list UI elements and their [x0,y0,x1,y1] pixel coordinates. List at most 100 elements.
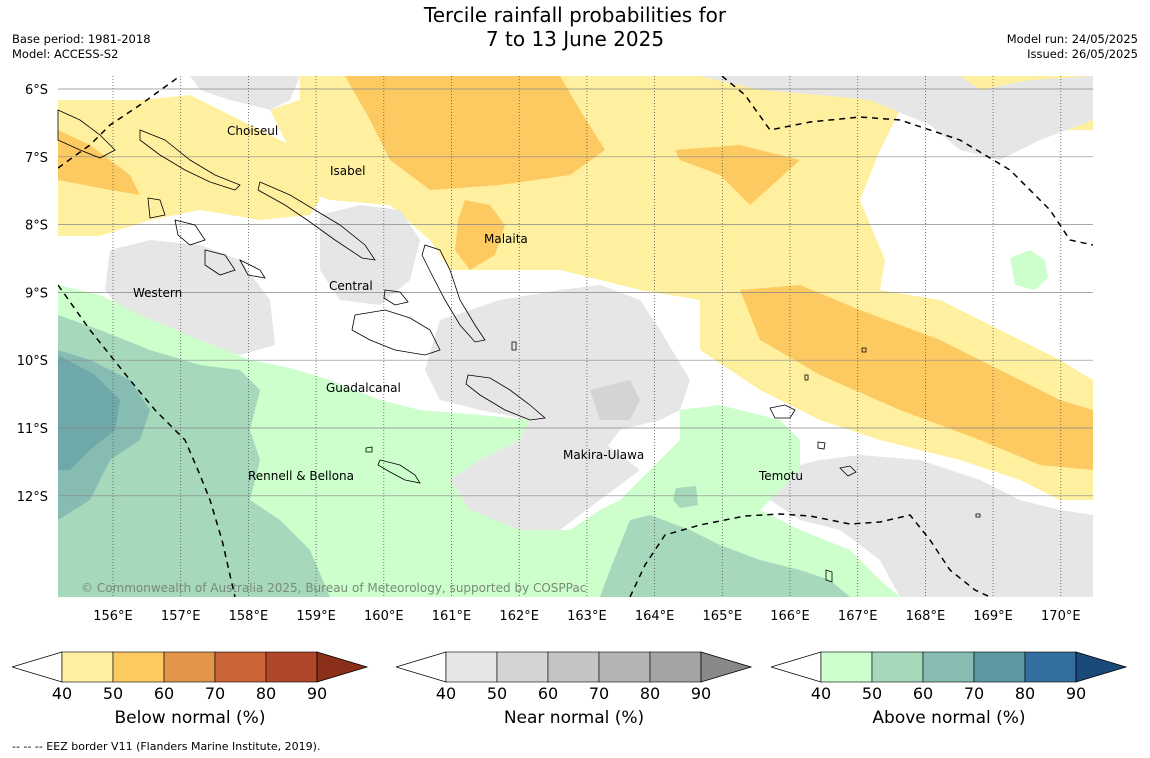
lon-tick-label: 159°E [296,609,336,624]
isabel-island [257,181,376,261]
colorbar-tick-label: 60 [154,684,174,700]
below-normal-50-malaita [455,200,505,270]
near-normal-north-west [190,76,300,110]
meta-right: Model run: 24/05/2025 Issued: 26/05/2025 [1007,32,1138,62]
colorbar-tick-label: 70 [205,684,225,700]
below-normal-50-ne [675,145,800,205]
above-normal-70-southwest [58,355,120,470]
label-temotu: Temotu [758,469,803,483]
above-normal-colorbar-label: Above normal (%) [872,708,1026,728]
colorbar-tick-label: 80 [1015,684,1035,700]
above-normal-colorbar: 40 50 60 70 80 90 Above normal (%) [771,650,1131,730]
colorbar-segment [496,651,549,683]
meta-left: Base period: 1981-2018 Model: ACCESS-S2 [12,32,151,62]
colorbar-tick-label: 80 [256,684,276,700]
colorbar-segment [61,651,114,683]
below-normal-50-band [740,285,1093,470]
colorbar-segment [973,651,1026,683]
near-normal-central [320,205,420,305]
below-normal-40-north [58,76,1093,300]
lon-tick-label: 164°E [635,609,675,624]
colorbar-tick-label: 50 [487,684,507,700]
colorbar-segment [871,651,924,683]
lon-tick-label: 157°E [161,609,201,624]
lon-tick-label: 167°E [838,609,878,624]
colorbar-segment [265,651,318,683]
colorbar-segment [598,651,651,683]
eez-border-northeast [721,76,1093,246]
title-line-2: 7 to 13 June 2025 [485,27,665,51]
colorbar-tick-label: 90 [691,684,711,700]
colorbar-segment [922,651,975,683]
malaita-island [421,244,486,343]
province-labels: Choiseul Isabel Malaita Western Central … [133,124,803,483]
forecast-map: 6°S 7°S 8°S 9°S 10°S 11°S 12°S 156°E 157°E 158°E… [17,76,1093,624]
above-normal-50-patch [673,486,698,508]
eez-border-west-north [58,76,181,169]
near-normal-southeast [770,455,1093,597]
colorbar-tick-label: 50 [103,684,123,700]
below-normal-40-west [58,95,320,236]
near-normal-south-center [425,285,690,520]
lat-tick-label: 12°S [17,490,48,505]
copyright-notice: © Commonwealth of Australia 2025, Bureau… [81,581,586,595]
eez-border-west-south [58,284,236,597]
lat-tick-label: 10°S [17,354,48,369]
lat-tick-label: 9°S [25,286,48,301]
base-period: Base period: 1981-2018 [12,32,151,46]
eez-border-southeast [629,513,991,597]
lon-tick-label: 156°E [93,609,133,624]
near-normal-north-east [700,76,1093,160]
graticule [58,76,1093,597]
colorbar-tick-label: 40 [52,684,72,700]
colorbar-low-extension [771,651,822,683]
latitude-labels: 6°S 7°S 8°S 9°S 10°S 11°S 12°S [17,83,48,505]
colorbar-tick-label: 40 [436,684,456,700]
temotu-islands [769,404,857,583]
colorbar-high-extension [1075,651,1128,683]
colorbar-segment [547,651,600,683]
below-normal-50-north [345,76,605,190]
label-guadalcanal: Guadalcanal [326,381,401,395]
label-isabel: Isabel [330,164,365,178]
choiseul-island [139,129,241,191]
colorbar-segment [649,651,702,683]
above-normal-50-south [600,515,850,597]
colorbar-tick-label: 50 [862,684,882,700]
colorbar-segment [445,651,498,683]
eez-borders [58,76,1093,597]
colorbar-segment [214,651,267,683]
colorbar-segment [112,651,165,683]
colorbar-high-extension [316,651,369,683]
near-normal-60-patch [590,380,640,420]
model-run: Model run: 24/05/2025 [1006,32,1138,46]
lon-tick-label: 169°E [973,609,1013,624]
lon-tick-label: 165°E [703,609,743,624]
near-normal-colorbar-label: Near normal (%) [503,708,645,728]
colorbar-tick-label: 70 [964,684,984,700]
label-choiseul: Choiseul [227,124,278,138]
lon-tick-label: 160°E [364,609,404,624]
lon-tick-label: 161°E [432,609,472,624]
above-normal-40-east-blob [1010,250,1048,290]
lat-tick-label: 6°S [25,83,48,98]
label-central: Central [329,279,373,293]
colorbar-tick-label: 70 [589,684,609,700]
colorbar-tick-label: 40 [811,684,831,700]
colorbar-tick-label: 90 [307,684,327,700]
lat-tick-label: 11°S [17,422,48,437]
colorbar-tick-label: 80 [640,684,660,700]
lon-tick-label: 166°E [770,609,810,624]
colorbar-low-extension [12,651,63,683]
colorbar-tick-label: 60 [538,684,558,700]
lon-tick-label: 170°E [1041,609,1081,624]
chart-title: Tercile rainfall probabilities for 7 to … [0,3,1150,51]
colorbar-tick-label: 90 [1066,684,1086,700]
rennell-island [377,459,421,484]
new-georgia-islands [147,197,266,279]
below-normal-50-west [58,130,140,195]
near-normal-colorbar: 40 50 60 70 80 90 Near normal (%) [396,650,756,730]
colorbar-tick-label: 60 [913,684,933,700]
colorbar-high-extension [700,651,753,683]
label-malaita: Malaita [484,232,528,246]
